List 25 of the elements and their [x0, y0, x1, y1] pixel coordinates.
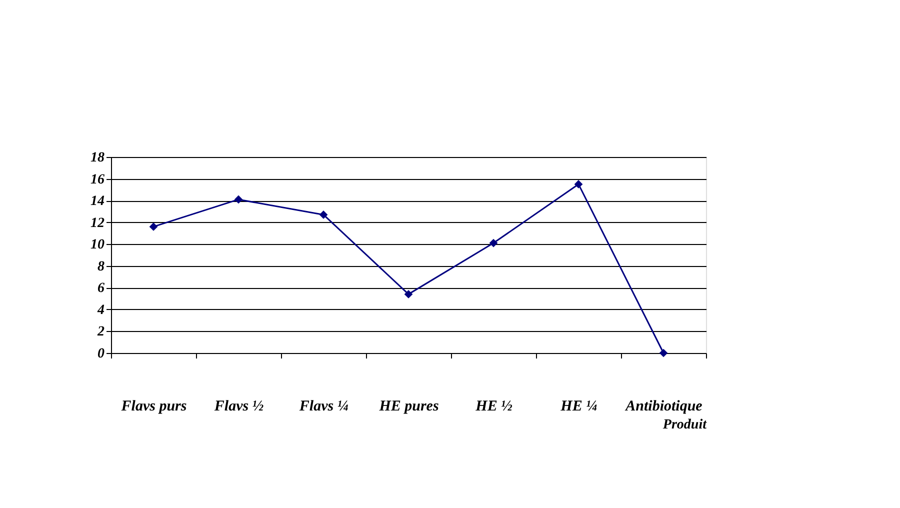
point: [234, 195, 243, 204]
x-tick-label: Flavs ¼: [298, 398, 349, 414]
y-tick-label: 4: [96, 302, 104, 318]
y-tick-label: 16: [90, 172, 104, 188]
y-tick-label: 8: [98, 259, 104, 274]
x-tick-label: HE pures: [378, 398, 439, 414]
x-tick-label: Flavs ½: [213, 398, 264, 414]
y-tick-label: 0: [98, 346, 104, 362]
y-tick-label: 12: [90, 216, 104, 231]
y-tick-label: 14: [90, 194, 104, 210]
point: [404, 290, 413, 298]
point: [149, 222, 158, 231]
y-tick-label: 2: [96, 324, 104, 340]
point: [659, 348, 668, 358]
point: [489, 238, 498, 248]
point: [319, 210, 328, 219]
x-tick-label: HE ¼: [560, 398, 598, 414]
point: [574, 180, 583, 188]
x-tick-label: HE ½: [474, 398, 512, 414]
y-tick-label: 10: [90, 238, 104, 253]
x-tick-label: Flavs purs: [120, 398, 187, 414]
x-tick-label: Antibiotique: [624, 398, 703, 414]
x-axis-title: Produit: [662, 418, 708, 432]
y-tick-label: 18: [90, 150, 104, 166]
y-tick-label: 6: [98, 281, 104, 296]
